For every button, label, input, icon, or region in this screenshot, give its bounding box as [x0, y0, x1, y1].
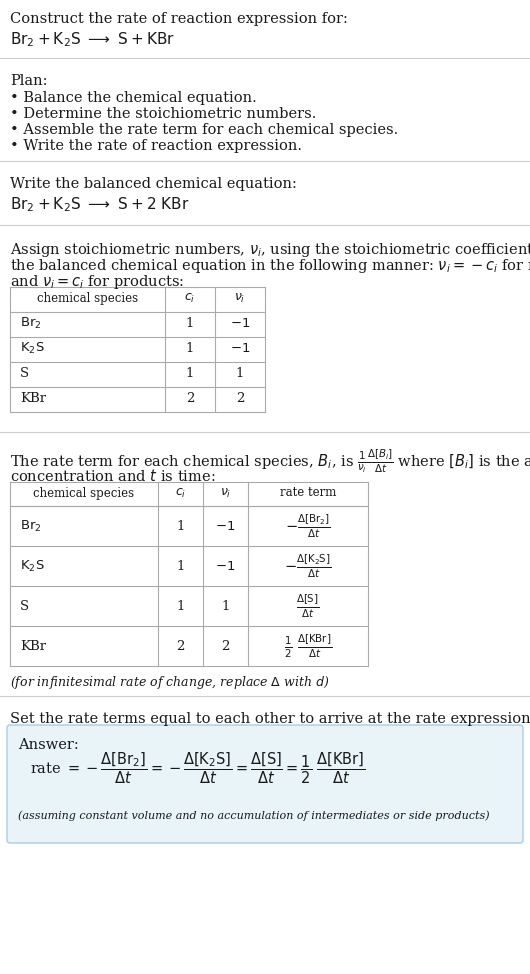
Text: concentration and $t$ is time:: concentration and $t$ is time: — [10, 468, 216, 484]
Text: (assuming constant volume and no accumulation of intermediates or side products): (assuming constant volume and no accumul… — [18, 810, 490, 820]
Text: $\mathrm{K_2S}$: $\mathrm{K_2S}$ — [20, 341, 45, 356]
FancyBboxPatch shape — [7, 725, 523, 843]
Text: 2: 2 — [222, 640, 229, 653]
Text: S: S — [20, 367, 29, 380]
Text: Plan:: Plan: — [10, 74, 48, 88]
Text: 2: 2 — [236, 392, 244, 405]
Text: rate term: rate term — [280, 486, 336, 500]
Text: chemical species: chemical species — [37, 292, 138, 305]
Text: (for infinitesimal rate of change, replace $\Delta$ with $d$): (for infinitesimal rate of change, repla… — [10, 674, 329, 691]
Text: $-1$: $-1$ — [230, 317, 250, 330]
Text: $-1$: $-1$ — [215, 519, 236, 533]
Text: 1: 1 — [236, 367, 244, 380]
Text: $\mathrm{K_2S}$: $\mathrm{K_2S}$ — [20, 558, 45, 574]
Text: Assign stoichiometric numbers, $\nu_i$, using the stoichiometric coefficients, $: Assign stoichiometric numbers, $\nu_i$, … — [10, 241, 530, 259]
Text: $-1$: $-1$ — [215, 559, 236, 573]
Text: 1: 1 — [186, 342, 194, 355]
Text: $\mathrm{Br_2}$: $\mathrm{Br_2}$ — [20, 518, 41, 534]
Text: Answer:: Answer: — [18, 738, 79, 752]
Text: 1: 1 — [186, 317, 194, 330]
Text: $c_i$: $c_i$ — [184, 292, 196, 305]
Text: 1: 1 — [186, 367, 194, 380]
Text: • Balance the chemical equation.: • Balance the chemical equation. — [10, 91, 257, 105]
Text: $\nu_i$: $\nu_i$ — [234, 292, 246, 305]
Text: $\mathrm{Br_2}$: $\mathrm{Br_2}$ — [20, 316, 41, 331]
Text: KBr: KBr — [20, 392, 46, 405]
Text: and $\nu_i = c_i$ for products:: and $\nu_i = c_i$ for products: — [10, 273, 184, 291]
Text: 1: 1 — [222, 600, 229, 613]
Text: $\mathrm{Br_2 + K_2S\ \longrightarrow\ S + KBr}$: $\mathrm{Br_2 + K_2S\ \longrightarrow\ S… — [10, 30, 175, 49]
Text: • Assemble the rate term for each chemical species.: • Assemble the rate term for each chemic… — [10, 123, 398, 137]
Text: $\frac{\Delta[\mathrm{S}]}{\Delta t}$: $\frac{\Delta[\mathrm{S}]}{\Delta t}$ — [296, 592, 320, 619]
Text: $-\frac{\Delta[\mathrm{Br_2}]}{\Delta t}$: $-\frac{\Delta[\mathrm{Br_2}]}{\Delta t}… — [285, 512, 331, 540]
Text: 2: 2 — [176, 640, 184, 653]
Text: The rate term for each chemical species, $B_i$, is $\frac{1}{\nu_i}\frac{\Delta[: The rate term for each chemical species,… — [10, 448, 530, 475]
Text: Set the rate terms equal to each other to arrive at the rate expression:: Set the rate terms equal to each other t… — [10, 712, 530, 726]
Text: $\nu_i$: $\nu_i$ — [220, 486, 231, 500]
Text: S: S — [20, 600, 29, 613]
Text: $c_i$: $c_i$ — [175, 486, 186, 500]
Text: 2: 2 — [186, 392, 194, 405]
Text: 1: 1 — [176, 600, 184, 613]
Text: $-1$: $-1$ — [230, 342, 250, 355]
Text: $-\frac{\Delta[\mathrm{K_2S}]}{\Delta t}$: $-\frac{\Delta[\mathrm{K_2S}]}{\Delta t}… — [284, 552, 332, 580]
Text: Construct the rate of reaction expression for:: Construct the rate of reaction expressio… — [10, 12, 348, 26]
Text: 1: 1 — [176, 519, 184, 533]
Text: $\mathrm{Br_2 + K_2S\ \longrightarrow\ S + 2\ KBr}$: $\mathrm{Br_2 + K_2S\ \longrightarrow\ S… — [10, 195, 190, 213]
Text: $\frac{1}{2}\ \frac{\Delta[\mathrm{KBr}]}{\Delta t}$: $\frac{1}{2}\ \frac{\Delta[\mathrm{KBr}]… — [284, 632, 332, 659]
Text: KBr: KBr — [20, 640, 46, 653]
Text: • Write the rate of reaction expression.: • Write the rate of reaction expression. — [10, 139, 302, 153]
Text: 1: 1 — [176, 559, 184, 573]
Text: rate $= -\dfrac{\Delta[\mathrm{Br_2}]}{\Delta t} = -\dfrac{\Delta[\mathrm{K_2S}]: rate $= -\dfrac{\Delta[\mathrm{Br_2}]}{\… — [30, 750, 366, 786]
Text: Write the balanced chemical equation:: Write the balanced chemical equation: — [10, 177, 297, 191]
Text: chemical species: chemical species — [33, 486, 135, 500]
Text: the balanced chemical equation in the following manner: $\nu_i = -c_i$ for react: the balanced chemical equation in the fo… — [10, 257, 530, 275]
Text: • Determine the stoichiometric numbers.: • Determine the stoichiometric numbers. — [10, 107, 316, 121]
